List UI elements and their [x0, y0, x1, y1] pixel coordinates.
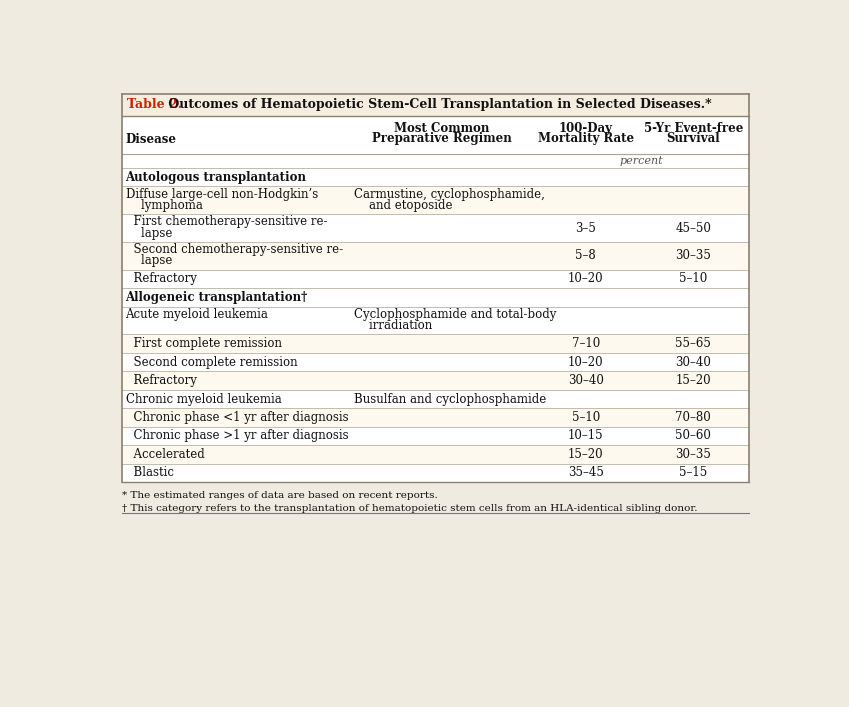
Text: Cyclophosphamide and total-body: Cyclophosphamide and total-body: [354, 308, 556, 321]
Text: Carmustine, cyclophosphamide,: Carmustine, cyclophosphamide,: [354, 188, 545, 201]
Text: Busulfan and cyclophosphamide: Busulfan and cyclophosphamide: [354, 392, 547, 406]
Text: Preparative Regimen: Preparative Regimen: [372, 132, 512, 145]
Text: * The estimated ranges of data are based on recent reports.: * The estimated ranges of data are based…: [121, 491, 437, 501]
Text: Most Common: Most Common: [395, 122, 490, 135]
Text: 70–80: 70–80: [675, 411, 711, 424]
Text: percent: percent: [620, 156, 663, 166]
Text: Survival: Survival: [666, 132, 720, 145]
Bar: [121, 168, 749, 187]
Bar: [121, 214, 749, 242]
Text: Table 2.: Table 2.: [127, 98, 183, 112]
Bar: [121, 154, 749, 168]
Text: 7–10: 7–10: [571, 337, 600, 350]
Text: 100-Day: 100-Day: [559, 122, 613, 135]
Text: 5–10: 5–10: [571, 411, 600, 424]
Text: Blastic: Blastic: [126, 467, 173, 479]
Bar: [121, 464, 749, 482]
Text: 5–10: 5–10: [679, 272, 707, 286]
Text: 30–40: 30–40: [568, 374, 604, 387]
Text: Disease: Disease: [126, 134, 177, 146]
Text: 15–20: 15–20: [675, 374, 711, 387]
Bar: [121, 408, 749, 427]
Bar: [121, 116, 749, 154]
Text: Outcomes of Hematopoietic Stem-Cell Transplantation in Selected Diseases.*: Outcomes of Hematopoietic Stem-Cell Tran…: [164, 98, 711, 112]
Text: Chronic phase >1 yr after diagnosis: Chronic phase >1 yr after diagnosis: [126, 429, 348, 443]
Text: 15–20: 15–20: [568, 448, 604, 461]
Bar: [121, 334, 749, 353]
Text: Autologous transplantation: Autologous transplantation: [126, 170, 306, 184]
Text: First complete remission: First complete remission: [126, 337, 282, 350]
Bar: [121, 269, 749, 288]
Text: † This category refers to the transplantation of hematopoietic stem cells from a: † This category refers to the transplant…: [121, 503, 697, 513]
Text: 30–35: 30–35: [675, 250, 711, 262]
Text: 3–5: 3–5: [576, 221, 596, 235]
Text: 35–45: 35–45: [568, 467, 604, 479]
Text: Acute myeloid leukemia: Acute myeloid leukemia: [126, 308, 268, 321]
Text: Second chemotherapy-sensitive re-: Second chemotherapy-sensitive re-: [126, 243, 343, 256]
Text: Allogeneic transplantation†: Allogeneic transplantation†: [126, 291, 307, 304]
Text: 10–20: 10–20: [568, 356, 604, 368]
Bar: [121, 353, 749, 371]
Bar: [121, 94, 749, 116]
Text: Accelerated: Accelerated: [126, 448, 205, 461]
Text: lymphoma: lymphoma: [126, 199, 202, 212]
Text: Second complete remission: Second complete remission: [126, 356, 297, 368]
Text: irradiation: irradiation: [354, 319, 432, 332]
Text: Diffuse large-cell non-Hodgkin’s: Diffuse large-cell non-Hodgkin’s: [126, 188, 318, 201]
Text: 10–20: 10–20: [568, 272, 604, 286]
Text: 55–65: 55–65: [675, 337, 711, 350]
Text: lapse: lapse: [126, 255, 171, 267]
Text: lapse: lapse: [126, 226, 171, 240]
Text: 45–50: 45–50: [675, 221, 711, 235]
Bar: [121, 307, 749, 334]
Text: 30–40: 30–40: [675, 356, 711, 368]
Bar: [121, 427, 749, 445]
Text: 50–60: 50–60: [675, 429, 711, 443]
Bar: [121, 371, 749, 390]
Text: 5–8: 5–8: [576, 250, 596, 262]
Text: and etoposide: and etoposide: [354, 199, 453, 212]
Text: 5-Yr Event-free: 5-Yr Event-free: [644, 122, 743, 135]
Text: 30–35: 30–35: [675, 448, 711, 461]
Bar: [121, 187, 749, 214]
Text: First chemotherapy-sensitive re-: First chemotherapy-sensitive re-: [126, 216, 327, 228]
Bar: [121, 288, 749, 307]
Text: 5–15: 5–15: [679, 467, 707, 479]
Text: Mortality Rate: Mortality Rate: [537, 132, 634, 145]
Bar: [121, 242, 749, 269]
Bar: [121, 445, 749, 464]
Text: Refractory: Refractory: [126, 374, 196, 387]
Text: Chronic phase <1 yr after diagnosis: Chronic phase <1 yr after diagnosis: [126, 411, 348, 424]
Text: 10–15: 10–15: [568, 429, 604, 443]
Bar: [121, 390, 749, 408]
Text: Refractory: Refractory: [126, 272, 196, 286]
Text: Chronic myeloid leukemia: Chronic myeloid leukemia: [126, 392, 281, 406]
